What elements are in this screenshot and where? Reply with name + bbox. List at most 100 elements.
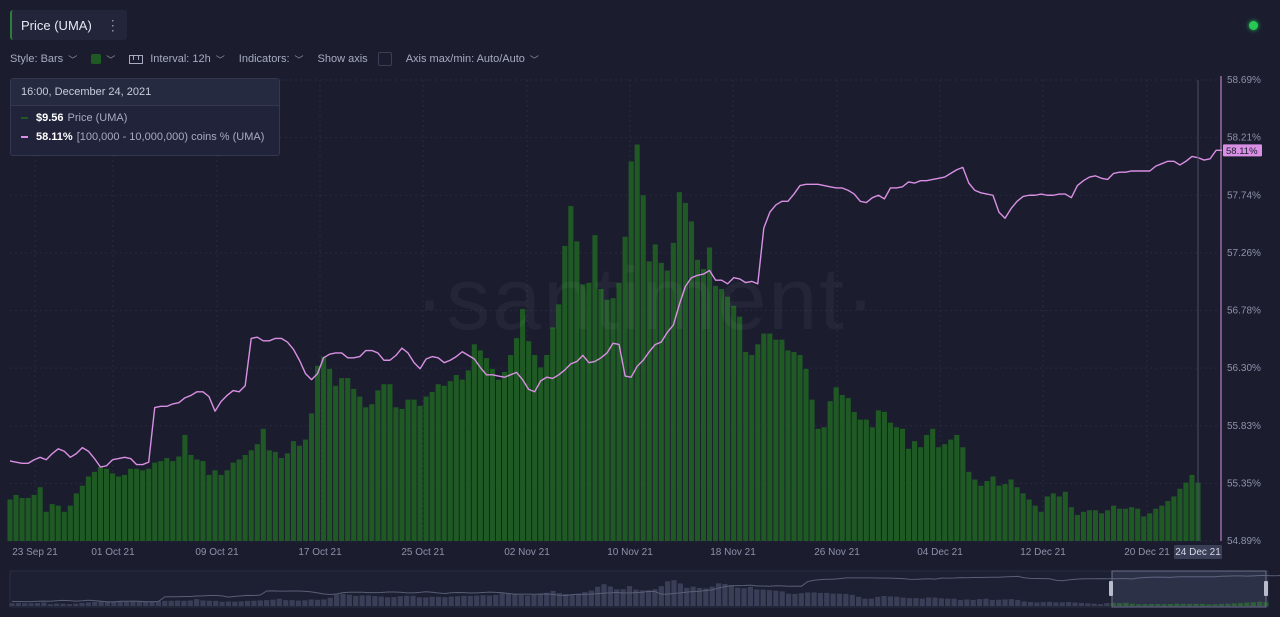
price-bar [924,434,930,541]
navigator-bar [1161,604,1167,606]
color-dropdown[interactable]: ﹀ [91,53,115,66]
price-bar [803,368,809,541]
price-bar [815,428,821,541]
price-bar [212,470,218,541]
price-bar [520,308,526,541]
price-bar [218,474,224,541]
navigator-bar [435,596,442,606]
price-bar [194,459,200,541]
price-bar [785,350,791,541]
indicators-dropdown[interactable]: Indicators: ﹀ [239,53,304,66]
navigator-bar [1104,603,1110,606]
price-bar [863,419,869,541]
navigator-bar [1002,599,1008,606]
price-bar [128,468,134,541]
navigator-bar [53,603,60,606]
navigator-bar [104,601,111,606]
navigator-bar [983,598,989,606]
navigator-bar [1206,604,1212,606]
navigator-bar [505,593,512,606]
price-bar [725,296,731,541]
price-bar [628,161,634,541]
navigator-bar [378,596,384,606]
price-bar [1111,505,1117,541]
navigator-bar [722,584,728,606]
price-bar [809,399,815,541]
navigator-bar [665,581,671,606]
price-bar [887,422,893,541]
interval-label: Interval: 12h [150,53,211,65]
navigator-bar [308,599,314,606]
show-axis-checkbox[interactable] [377,52,392,66]
style-dropdown[interactable]: Style: Bars ﹀ [10,53,77,66]
navigator-bar [1091,603,1097,606]
price-bar [1141,516,1147,541]
price-bar [399,408,405,541]
navigator-bar [760,589,766,606]
navigator-bar [626,586,633,606]
show-axis-toggle[interactable]: Show axis [318,52,392,66]
status-indicator-icon [1249,21,1258,30]
style-label: Style: Bars [10,53,64,65]
price-bar [1074,514,1080,541]
navigator-bar [1180,603,1186,606]
price-bar [670,242,676,541]
navigator-bar [194,599,200,606]
navigator-bar [232,601,238,606]
price-bar [960,447,966,541]
x-hover-label: 24 Dec 21 [1175,547,1221,558]
price-bar [200,461,206,541]
price-bar [158,461,164,541]
price-bar [25,497,31,541]
navigator-bar [696,587,703,606]
navigator-bar [85,602,91,606]
navigator-bar [174,600,181,606]
chevron-down-icon: ﹀ [215,54,225,65]
price-bar [272,451,278,541]
navigator-bar [302,600,308,606]
chevron-down-icon: ﹀ [294,54,304,65]
kebab-icon[interactable]: ⋮ [105,16,120,33]
navigator-bar [1231,603,1237,606]
price-bar [447,381,453,541]
navigator-bar [1015,599,1021,606]
price-bar [1147,513,1153,541]
price-bar [610,298,616,541]
price-bar [532,355,538,541]
axis-range-dropdown[interactable]: Axis max/min: Auto/Auto ﹀ [406,53,539,66]
navigator-bar [906,598,913,606]
navigator-bar [913,598,919,606]
price-bar [839,395,845,541]
price-bar [936,447,942,541]
navigator-bar [703,588,709,606]
price-bar [658,262,664,541]
price-bar [31,494,37,541]
navigator-bar [824,592,830,606]
navigator-handle-left [1109,581,1113,596]
price-bar [327,368,333,541]
price-bar [899,428,906,541]
price-bar [357,396,363,541]
price-bar [375,390,381,541]
navigator-bar [595,586,601,606]
tooltip-coins-value: 58.11% [36,130,73,143]
navigator-bar [143,601,149,606]
price-bar [875,410,881,541]
navigator-bar [779,591,785,606]
axis-range-label: Axis max/min: Auto/Auto [405,53,525,65]
navigator-bar [1129,603,1135,606]
x-tick-label: 18 Nov 21 [710,547,756,558]
interval-dropdown[interactable]: Interval: 12h ﹀ [129,53,225,66]
price-bar [19,497,25,541]
navigator-bar [264,600,270,606]
tooltip-price-label: Price (UMA) [67,111,128,124]
chart-header: Price (UMA) ⋮ [0,0,1280,50]
navigator-bar [900,597,906,606]
y-hover-label: 58.11% [1226,146,1258,157]
price-bar [417,405,423,541]
navigator-bar [690,586,696,606]
price-bar [676,192,682,541]
price-bar [821,427,827,541]
metric-title-chip[interactable]: Price (UMA) ⋮ [10,10,127,40]
